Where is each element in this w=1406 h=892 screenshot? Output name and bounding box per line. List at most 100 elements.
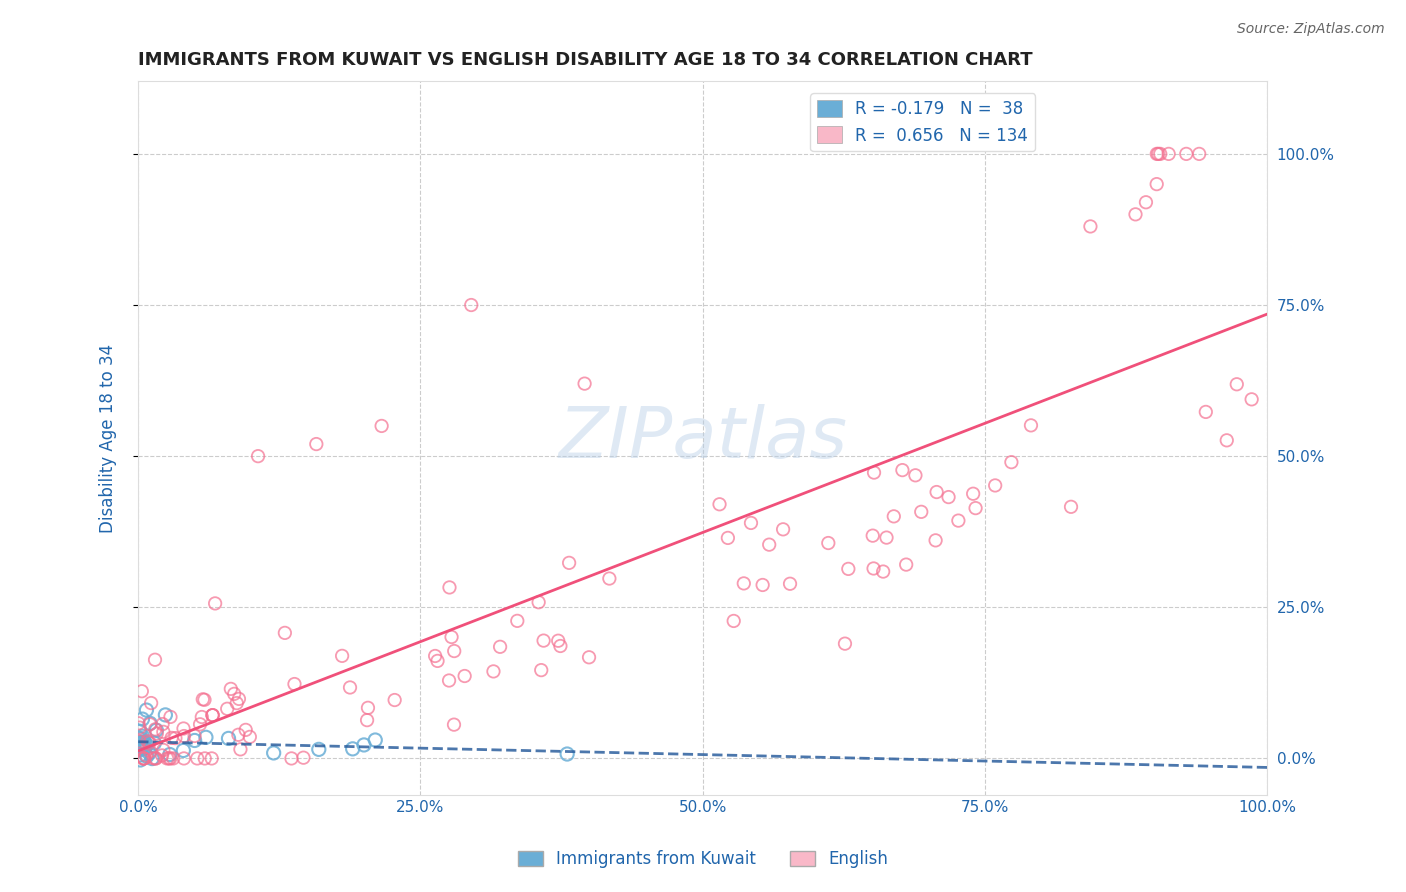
Point	[136, 734, 159, 748]
Point	[1216, 434, 1239, 448]
Point	[733, 576, 755, 591]
Point	[862, 561, 884, 575]
Point	[1060, 500, 1083, 514]
Point	[191, 692, 214, 706]
Point	[191, 710, 214, 724]
Point	[152, 724, 174, 739]
Point	[1146, 177, 1168, 191]
Point	[143, 723, 166, 737]
Point	[740, 516, 762, 530]
Point	[157, 751, 180, 765]
Point	[247, 449, 270, 463]
Point	[1188, 147, 1211, 161]
Point	[228, 728, 250, 742]
Point	[132, 751, 155, 765]
Point	[440, 630, 463, 644]
Point	[1226, 377, 1249, 392]
Point	[138, 736, 160, 750]
Text: IMMIGRANTS FROM KUWAIT VS ENGLISH DISABILITY AGE 18 TO 34 CORRELATION CHART: IMMIGRANTS FROM KUWAIT VS ENGLISH DISABI…	[138, 51, 1033, 69]
Point	[131, 731, 153, 746]
Point	[751, 578, 773, 592]
Text: Source: ZipAtlas.com: Source: ZipAtlas.com	[1237, 22, 1385, 37]
Point	[723, 614, 745, 628]
Point	[437, 673, 460, 688]
Point	[904, 468, 927, 483]
Point	[308, 742, 330, 756]
Point	[862, 529, 884, 543]
Point	[1125, 207, 1147, 221]
Point	[423, 648, 446, 663]
Point	[370, 419, 392, 434]
Point	[224, 687, 246, 701]
Point	[129, 753, 152, 767]
Point	[1195, 405, 1218, 419]
Point	[1175, 147, 1198, 161]
Point	[891, 463, 914, 477]
Point	[128, 716, 150, 731]
Point	[758, 538, 780, 552]
Point	[527, 595, 550, 609]
Text: ZIPatlas: ZIPatlas	[558, 403, 848, 473]
Point	[426, 654, 449, 668]
Point	[155, 707, 177, 722]
Point	[173, 751, 195, 765]
Point	[280, 751, 302, 765]
Legend: Immigrants from Kuwait, English: Immigrants from Kuwait, English	[512, 844, 894, 875]
Point	[439, 581, 461, 595]
Point	[201, 708, 224, 723]
Point	[183, 733, 205, 747]
Point	[717, 531, 740, 545]
Point	[128, 743, 150, 757]
Point	[132, 735, 155, 749]
Point	[145, 751, 167, 765]
Point	[132, 751, 155, 765]
Point	[131, 729, 153, 743]
Point	[225, 696, 247, 710]
Point	[132, 751, 155, 765]
Point	[159, 751, 181, 765]
Point	[173, 729, 195, 743]
Point	[128, 724, 150, 739]
Point	[910, 505, 932, 519]
Point	[555, 747, 578, 761]
Point	[217, 702, 239, 716]
Point	[1240, 392, 1263, 407]
Point	[948, 514, 970, 528]
Point	[1146, 147, 1168, 161]
Point	[128, 739, 150, 754]
Point	[530, 663, 553, 677]
Point	[598, 572, 620, 586]
Point	[779, 576, 801, 591]
Point	[550, 639, 572, 653]
Y-axis label: Disability Age 18 to 34: Disability Age 18 to 34	[100, 343, 117, 533]
Point	[1000, 455, 1022, 469]
Point	[134, 736, 156, 750]
Point	[193, 692, 215, 706]
Point	[1147, 147, 1170, 161]
Point	[364, 733, 387, 747]
Point	[165, 731, 187, 745]
Point	[159, 747, 181, 762]
Point	[129, 735, 152, 749]
Point	[201, 708, 224, 723]
Point	[772, 522, 794, 536]
Point	[938, 490, 960, 504]
Point	[330, 648, 353, 663]
Point	[1135, 195, 1157, 210]
Point	[709, 497, 731, 511]
Point	[872, 565, 894, 579]
Point	[139, 717, 162, 731]
Point	[145, 751, 167, 765]
Point	[896, 558, 918, 572]
Point	[339, 681, 361, 695]
Point	[239, 730, 262, 744]
Point	[274, 626, 297, 640]
Point	[558, 556, 581, 570]
Point	[173, 722, 195, 736]
Point	[135, 738, 157, 752]
Point	[574, 376, 596, 391]
Point	[152, 743, 174, 757]
Point	[305, 437, 328, 451]
Point	[834, 637, 856, 651]
Point	[533, 633, 555, 648]
